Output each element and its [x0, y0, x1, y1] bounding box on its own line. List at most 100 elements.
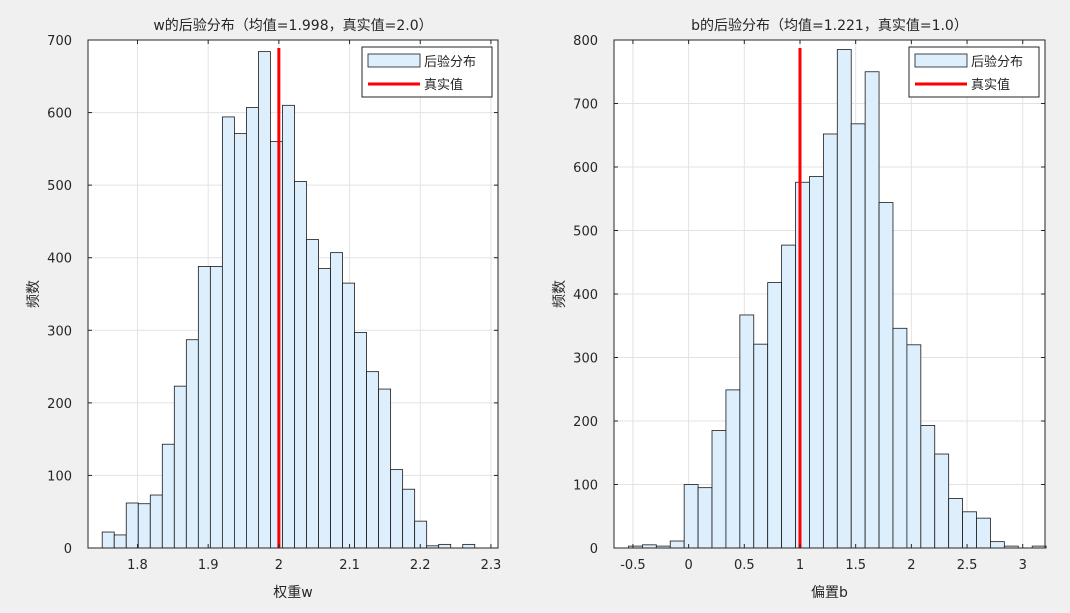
chart1-y-tick-label: 200: [47, 397, 72, 412]
chart2-y-tick-label: 500: [573, 225, 598, 240]
chart2-bar: [976, 517, 991, 549]
chart2-y-tick-label: 100: [573, 479, 598, 494]
chart1-y-tick-label: 100: [47, 469, 72, 484]
chart2-x-tick-label: -0.5: [620, 558, 645, 573]
chart2-y-axis-label: 频数: [552, 280, 568, 308]
chart2-bar: [850, 123, 866, 549]
chart1-bar: [221, 116, 235, 549]
chart2-bar: [864, 71, 880, 549]
chart1-bar: [270, 141, 283, 549]
chart2-bar: [697, 487, 713, 549]
chart1-bar: [282, 104, 295, 549]
chart2-x-tick-label: 2.5: [957, 558, 978, 573]
chart2-y-tick-label: 800: [573, 34, 598, 49]
chart2-bar: [669, 540, 685, 549]
chart2-bar: [892, 327, 908, 549]
chart1-x-tick-label: 1.9: [198, 558, 219, 573]
chart2-y-tick-label: 400: [573, 288, 598, 303]
chart1-bar: [209, 266, 223, 549]
chart2-legend-label-histogram: 后验分布: [971, 54, 1023, 70]
chart1-y-tick-label: 600: [47, 107, 72, 122]
chart2-x-tick-label: 2: [907, 558, 915, 573]
chart2-x-tick-label: 0: [684, 558, 692, 573]
chart2-y-tick-label: 0: [590, 542, 598, 557]
chart2-bar: [781, 244, 796, 549]
chart2-x-tick-label: 1.5: [845, 558, 866, 573]
chart1-y-axis-label: 频数: [26, 280, 42, 308]
chart1-bar: [378, 388, 392, 549]
chart1-legend-label-true-line: 真实值: [424, 77, 463, 93]
chart2-bar: [836, 49, 852, 549]
chart2-bar: [948, 498, 963, 549]
chart1-y-tick-label: 400: [47, 252, 72, 267]
chart2-bar: [990, 541, 1005, 549]
chart2-bar: [934, 453, 950, 549]
chart2-y-tick-label: 300: [573, 352, 598, 367]
chart1-bar: [306, 239, 319, 549]
chart2-title: b的后验分布（均值=1.221，真实值=1.0）: [691, 18, 968, 34]
chart1-bar: [233, 133, 247, 549]
chart1-x-tick-label: 2.3: [481, 558, 502, 573]
chart1-x-axis-label: 权重w: [273, 585, 312, 601]
chart2-bar: [920, 425, 936, 549]
chart2-x-axis-label: 偏置b: [811, 585, 848, 601]
chart1-bar: [342, 282, 355, 549]
chart1-bar: [137, 503, 151, 549]
chart1-bar: [185, 339, 199, 549]
chart1-title: w的后验分布（均值=1.998，真实值=2.0）: [153, 18, 432, 34]
chart1-legend-swatch-histogram: [367, 53, 421, 68]
chart2-bar: [906, 344, 922, 549]
chart2-bar: [683, 484, 699, 549]
chart1-bar: [402, 488, 416, 549]
chart2-bar: [739, 314, 755, 549]
chart1-legend-label-histogram: 后验分布: [424, 54, 476, 70]
chart1: 1.8 1.9 2 2.1 2.2 2.3 0 100 200 300 400 500 600 700 w的…: [26, 18, 501, 601]
chart1-bar: [366, 371, 380, 549]
chart2: -0.5 0 0.5 1 1.5 2 2.5 3 0 100 200 300 400 500 600 700 8…: [552, 18, 1047, 601]
chart1-bar: [149, 494, 163, 549]
chart2-legend-swatch-histogram: [914, 53, 968, 68]
chart1-x-tick-label: 2: [275, 558, 283, 573]
chart1-bar: [258, 51, 271, 549]
chart1-bar: [125, 502, 139, 549]
chart1-bar: [354, 332, 367, 549]
chart1-bar: [438, 543, 452, 549]
chart1-axes-box: [87, 39, 499, 549]
chart1-x-tick-label: 2.1: [339, 558, 360, 573]
chart1-bar: [197, 266, 211, 549]
chart1-y-tick-label: 500: [47, 179, 72, 194]
chart2-bar: [711, 430, 727, 549]
chart2-y-tick-label: 600: [573, 161, 598, 176]
chart1-y-tick-label: 0: [64, 542, 72, 557]
chart2-bar: [822, 133, 838, 549]
chart1-x-tick-label: 1.8: [127, 558, 148, 573]
chart2-x-tick-label: 0.5: [734, 558, 755, 573]
chart2-bar: [962, 511, 977, 549]
chart2-x-tick-label: 3: [1019, 558, 1027, 573]
chart1-bar: [390, 469, 404, 549]
chart1-bar: [294, 181, 307, 549]
chart1-bar: [173, 385, 187, 549]
chart2-bar: [725, 389, 741, 549]
chart1-bar: [113, 534, 127, 549]
chart1-bar: [462, 543, 476, 549]
chart1-x-tick-label: 2.2: [410, 558, 431, 573]
chart2-bar: [767, 282, 783, 549]
chart1-y-tick-label: 300: [47, 324, 72, 339]
chart1-bar: [414, 520, 428, 549]
chart2-y-tick-label: 700: [573, 98, 598, 113]
chart1-bar: [246, 107, 259, 549]
chart2-bar: [753, 343, 769, 549]
chart1-bar: [318, 268, 331, 549]
chart2-bar: [809, 176, 824, 549]
chart2-legend-label-true-line: 真实值: [971, 77, 1010, 93]
chart2-bar: [878, 202, 894, 549]
chart1-bar: [101, 531, 115, 549]
chart1-y-tick-label: 700: [47, 34, 72, 49]
chart1-bar: [161, 443, 175, 549]
chart2-y-tick-label: 200: [573, 415, 598, 430]
